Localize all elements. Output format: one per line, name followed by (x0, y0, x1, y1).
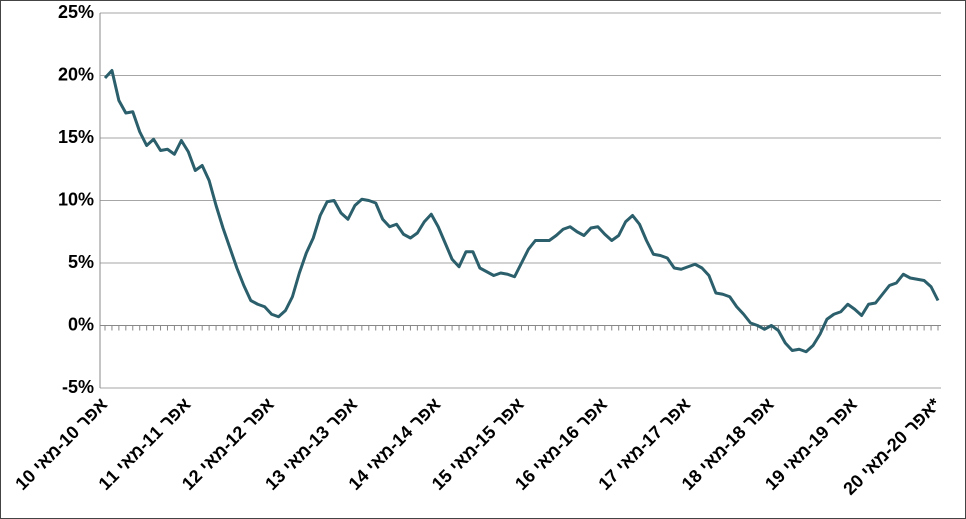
y-tick-label: -5% (62, 377, 94, 397)
y-tick-label: 0% (68, 314, 94, 334)
y-tick-label: 20% (58, 64, 94, 84)
y-tick-label: 25% (58, 2, 94, 22)
y-tick-label: 15% (58, 127, 94, 147)
y-tick-label: 5% (68, 252, 94, 272)
line-series (103, 69, 940, 354)
y-tick-label: 10% (58, 189, 94, 209)
